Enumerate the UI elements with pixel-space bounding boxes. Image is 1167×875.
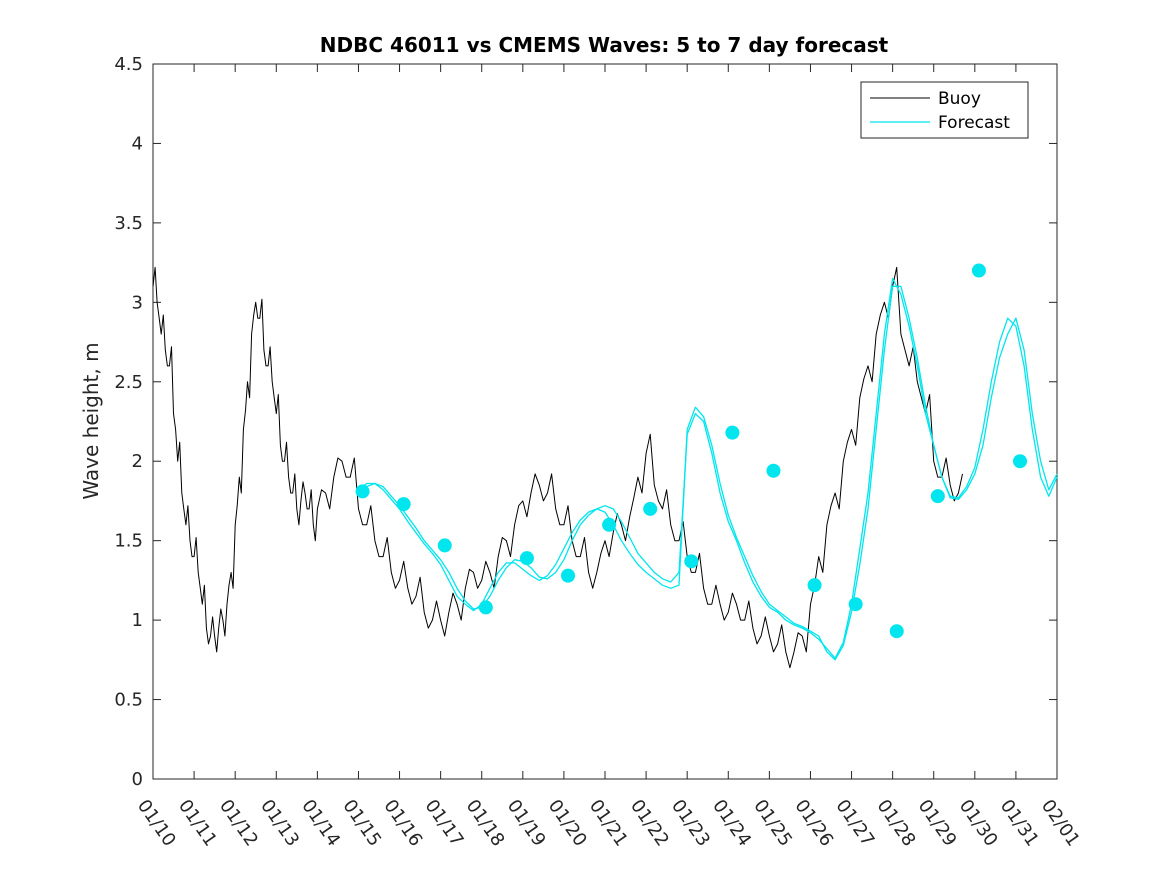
x-tick-label: 01/18	[462, 796, 509, 851]
chart-title: NDBC 46011 vs CMEMS Waves: 5 to 7 day fo…	[320, 33, 889, 57]
x-tick-label: 01/28	[873, 796, 920, 851]
y-tick-label: 1.5	[114, 531, 143, 552]
x-tick-label: 01/14	[297, 796, 344, 851]
y-tick-label: 4.5	[114, 54, 143, 75]
forecast-marker	[478, 600, 493, 615]
plot-area	[152, 63, 1058, 780]
x-tick-label: 01/11	[174, 796, 221, 851]
legend-forecast-label: Forecast	[938, 113, 1010, 133]
x-tick-label: 01/23	[667, 796, 714, 851]
x-tick-label: 01/12	[215, 796, 262, 851]
forecast-marker	[766, 463, 781, 478]
forecast-marker	[807, 578, 822, 593]
series-layer	[152, 263, 1058, 669]
y-tick-label: 2	[132, 451, 143, 472]
x-tick-label: 01/21	[585, 796, 632, 851]
legend-buoy-label: Buoy	[938, 89, 981, 109]
x-tick-label: 01/25	[749, 796, 796, 851]
x-tick-label: 01/13	[256, 796, 303, 851]
x-tick-label: 01/17	[421, 796, 468, 851]
forecast-marker	[684, 554, 699, 569]
y-tick-label: 3.5	[114, 213, 143, 234]
legend-box	[860, 81, 1029, 139]
x-tick-label: 01/16	[379, 796, 426, 851]
x-tick-label: 01/31	[996, 796, 1043, 851]
x-tick-label: 01/10	[133, 796, 180, 851]
buoy-line	[152, 266, 963, 669]
forecast-marker	[602, 517, 617, 532]
x-tick-label: 01/24	[708, 796, 755, 851]
x-tick-label: 01/19	[503, 796, 550, 851]
y-axis: 0 0.5 1 1.5 2 2.5 3 3.5 4 4.5	[114, 54, 1057, 790]
y-tick-label: 0	[132, 769, 143, 790]
y-tick-label: 0.5	[114, 690, 143, 711]
y-tick-label: 3	[132, 292, 143, 313]
forecast-marker	[437, 538, 452, 553]
forecast-marker	[396, 497, 411, 512]
x-tick-label: 01/27	[831, 796, 878, 851]
y-axis-label: Wave height, m	[79, 342, 103, 499]
x-tick-label: 01/29	[914, 796, 961, 851]
forecast-marker	[355, 484, 370, 499]
forecast-marker	[643, 501, 658, 516]
forecast-marker	[519, 551, 534, 566]
x-tick-label: 01/30	[955, 796, 1002, 851]
forecast-marker	[561, 568, 576, 583]
x-tick-label: 01/22	[626, 796, 673, 851]
forecast-marker	[725, 425, 740, 440]
x-tick-label: 01/20	[544, 796, 591, 851]
forecast-marker	[889, 624, 904, 639]
y-tick-label: 2.5	[114, 372, 143, 393]
forecast-marker	[971, 263, 986, 278]
y-tick-label: 1	[132, 610, 143, 631]
legend: Buoy Forecast	[860, 81, 1029, 139]
forecast-line-2	[358, 285, 1058, 661]
y-tick-label: 4	[132, 133, 143, 154]
x-tick-label: 02/01	[1037, 796, 1084, 851]
x-tick-label: 01/26	[790, 796, 837, 851]
forecast-marker	[1013, 454, 1028, 469]
forecast-marker	[848, 597, 863, 612]
forecast-marker	[930, 489, 945, 504]
x-tick-label: 01/15	[338, 796, 385, 851]
